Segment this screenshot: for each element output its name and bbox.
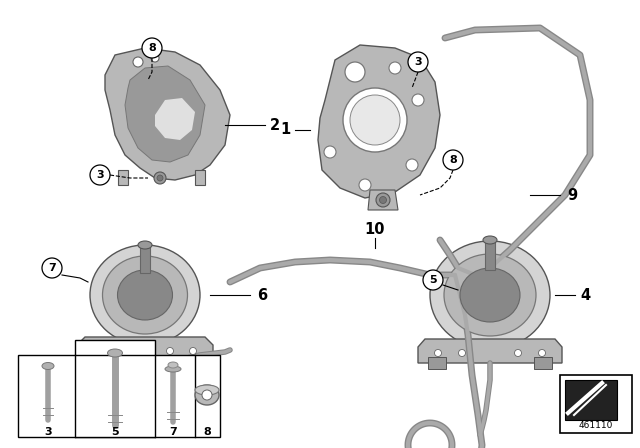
Ellipse shape <box>444 254 536 336</box>
Circle shape <box>412 94 424 106</box>
Ellipse shape <box>108 349 122 357</box>
Circle shape <box>345 62 365 82</box>
Text: 1: 1 <box>280 122 290 138</box>
Polygon shape <box>77 337 213 360</box>
Text: 8: 8 <box>203 427 211 437</box>
Ellipse shape <box>118 270 173 320</box>
Polygon shape <box>418 339 562 363</box>
Text: 8: 8 <box>148 43 156 53</box>
Ellipse shape <box>483 236 497 244</box>
Circle shape <box>423 270 443 290</box>
Polygon shape <box>368 190 398 210</box>
Bar <box>75 340 155 437</box>
Circle shape <box>133 57 143 67</box>
Polygon shape <box>155 98 195 140</box>
Polygon shape <box>318 45 440 198</box>
Text: 7: 7 <box>48 263 56 273</box>
Text: 3: 3 <box>414 57 422 67</box>
Bar <box>565 380 617 420</box>
Text: 8: 8 <box>449 155 457 165</box>
Circle shape <box>154 172 166 184</box>
Text: 461110: 461110 <box>579 421 613 430</box>
Circle shape <box>380 197 387 203</box>
Text: 6: 6 <box>257 288 267 302</box>
Circle shape <box>408 52 428 72</box>
Text: 2: 2 <box>270 117 280 133</box>
Circle shape <box>90 165 110 185</box>
Text: 5: 5 <box>111 427 119 437</box>
Text: 4: 4 <box>580 288 590 302</box>
Text: 7: 7 <box>169 427 177 437</box>
Circle shape <box>189 348 196 354</box>
Polygon shape <box>105 48 230 180</box>
Circle shape <box>350 95 400 145</box>
Circle shape <box>93 348 100 354</box>
Circle shape <box>443 150 463 170</box>
Ellipse shape <box>460 268 520 322</box>
Text: 9: 9 <box>567 188 577 202</box>
Circle shape <box>324 146 336 158</box>
Circle shape <box>343 88 407 152</box>
Circle shape <box>151 54 159 62</box>
Ellipse shape <box>102 256 188 334</box>
Circle shape <box>42 258 62 278</box>
Circle shape <box>376 193 390 207</box>
Text: 5: 5 <box>429 275 437 285</box>
Text: 10: 10 <box>365 223 385 237</box>
Circle shape <box>157 175 163 181</box>
Circle shape <box>515 349 522 357</box>
Polygon shape <box>195 170 205 185</box>
Circle shape <box>458 349 465 357</box>
Bar <box>485 240 495 270</box>
Ellipse shape <box>195 385 219 405</box>
Ellipse shape <box>195 385 219 395</box>
Ellipse shape <box>430 241 550 349</box>
Circle shape <box>142 38 162 58</box>
Circle shape <box>359 179 371 191</box>
Circle shape <box>435 349 442 357</box>
Bar <box>140 245 150 273</box>
Bar <box>534 357 552 369</box>
Polygon shape <box>125 66 205 162</box>
Ellipse shape <box>168 362 178 368</box>
Text: 3: 3 <box>96 170 104 180</box>
Circle shape <box>202 390 212 400</box>
Bar <box>428 357 446 369</box>
Ellipse shape <box>165 366 181 372</box>
Bar <box>560 375 632 433</box>
Circle shape <box>538 349 545 357</box>
Circle shape <box>389 62 401 74</box>
Ellipse shape <box>138 241 152 249</box>
Bar <box>185 355 203 367</box>
Circle shape <box>116 348 124 354</box>
Ellipse shape <box>42 362 54 370</box>
Circle shape <box>166 348 173 354</box>
Bar <box>18 355 220 437</box>
Circle shape <box>406 159 418 171</box>
Bar <box>87 355 105 367</box>
Polygon shape <box>118 170 128 185</box>
Ellipse shape <box>90 245 200 345</box>
Text: 3: 3 <box>44 427 52 437</box>
